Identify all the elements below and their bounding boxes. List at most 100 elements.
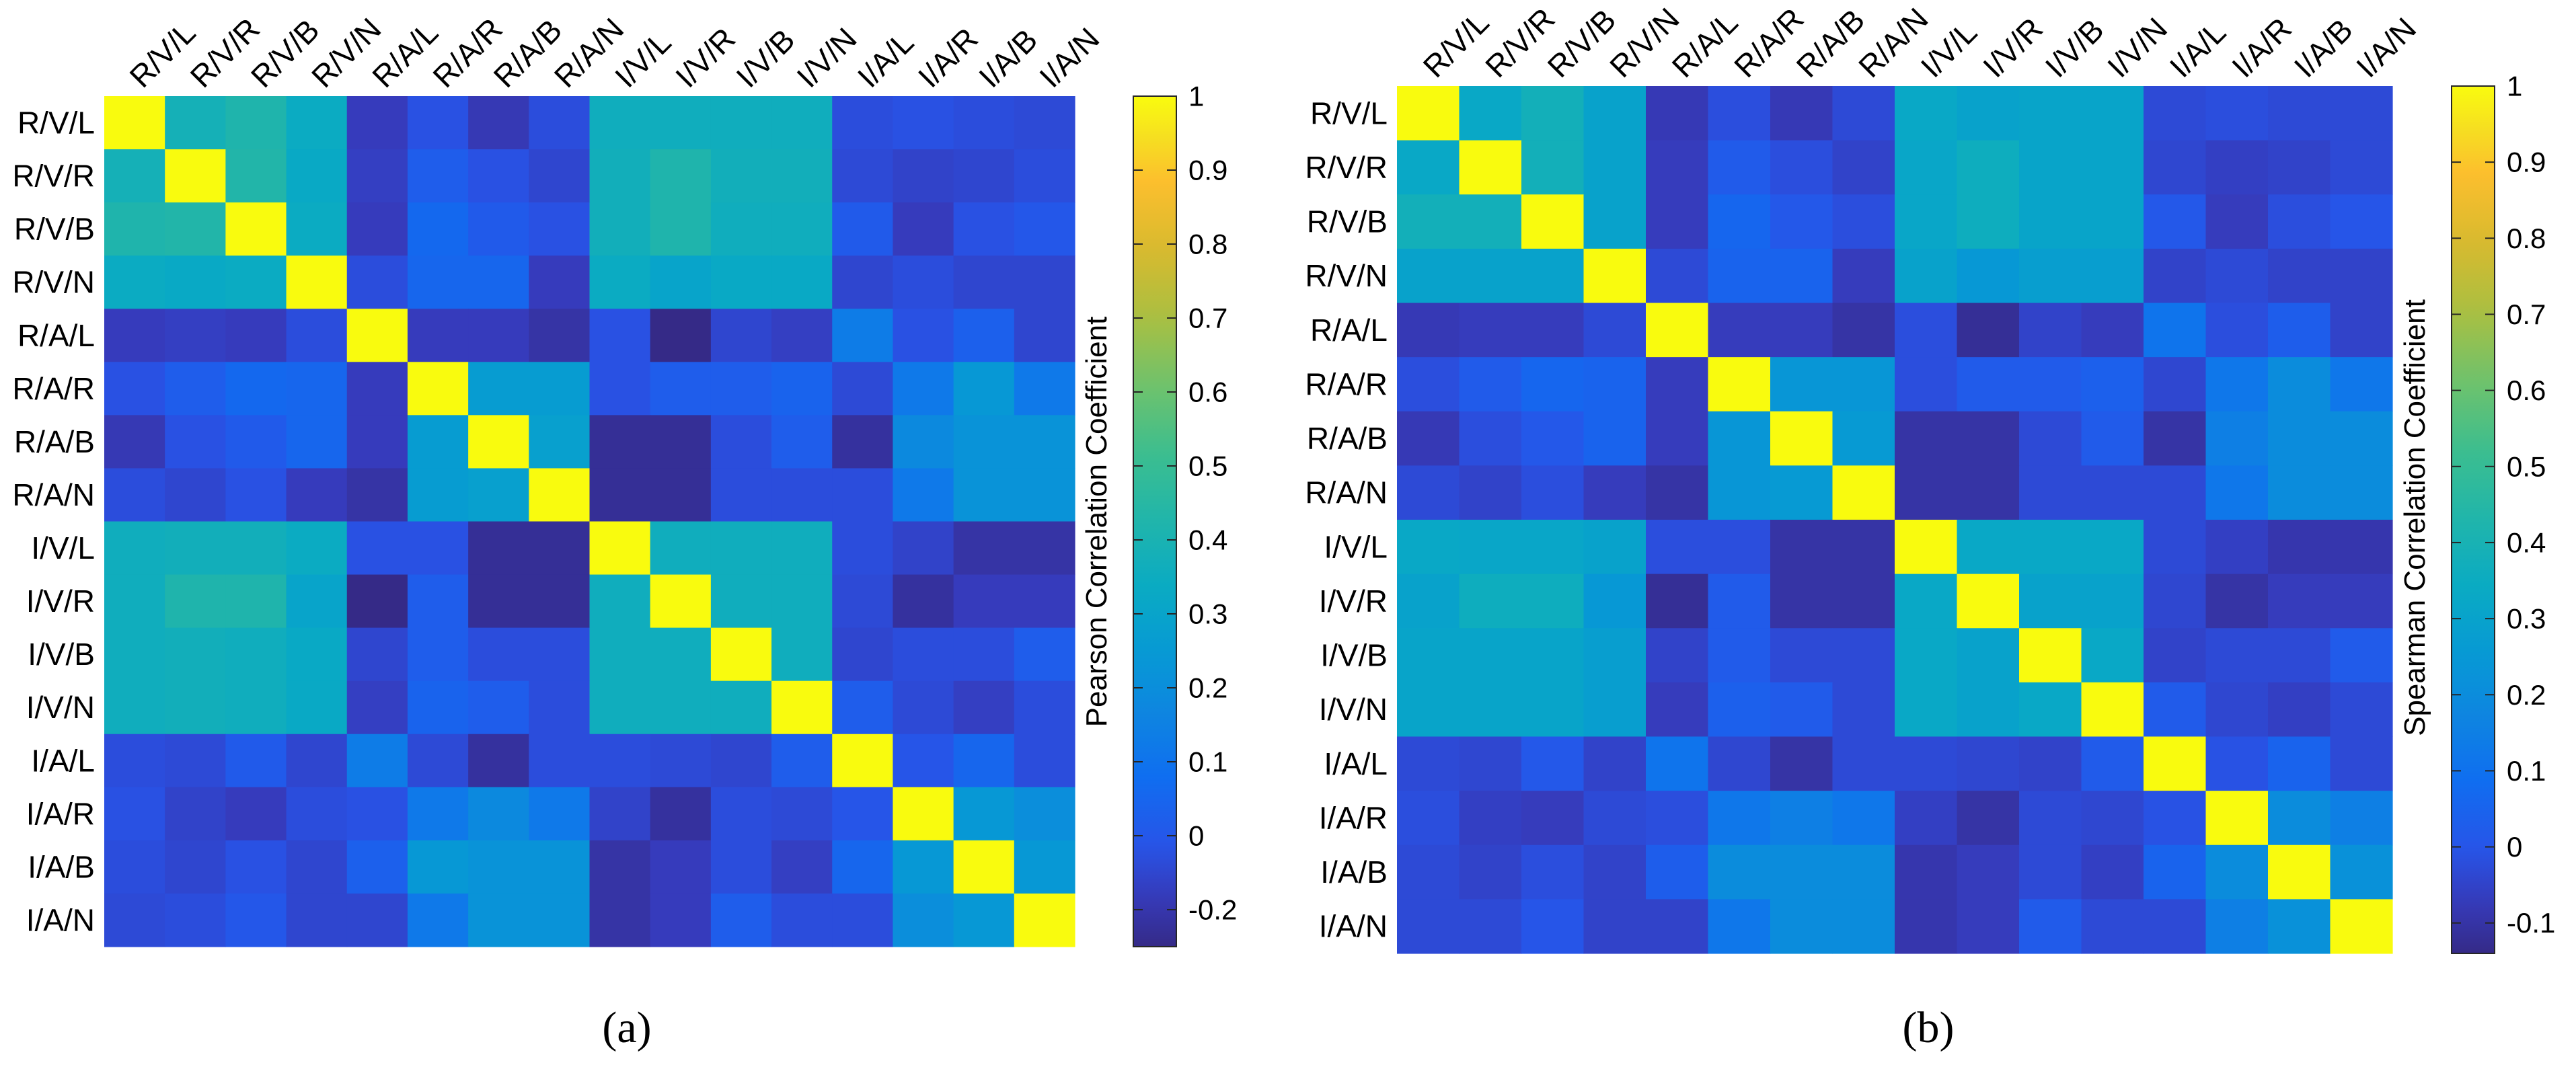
heatmap-cell-14-9 (1957, 844, 2020, 900)
heatmap-cell-15-12 (2144, 899, 2207, 954)
heatmap-cell-9-11 (771, 574, 833, 629)
heatmap-cell-0-12 (2144, 86, 2207, 141)
panel-a-pearson: R/V/LR/V/RR/V/BR/V/NR/A/LR/A/RR/A/BR/A/N… (12, 11, 1237, 1052)
heatmap-cell-5-9 (650, 362, 712, 416)
heatmap-cell-13-1 (1459, 791, 1522, 846)
colorbar-tick-label: 0.9 (2507, 147, 2546, 178)
heatmap-cell-14-10 (710, 840, 772, 894)
heatmap-cell-8-13 (893, 521, 954, 576)
heatmap-cell-11-12 (832, 680, 894, 735)
heatmap-cell-10-14 (2268, 628, 2331, 683)
x-tick-label: I/A/L (851, 24, 921, 94)
heatmap-cell-15-4 (346, 893, 408, 947)
colorbar-tick-label: 0.7 (2507, 299, 2546, 330)
heatmap-cell-3-5 (1708, 248, 1771, 304)
heatmap-cell-14-13 (2205, 844, 2269, 900)
heatmap-cell-11-8 (1895, 682, 1958, 738)
heatmap-cell-5-12 (832, 362, 894, 416)
heatmap-cell-14-11 (771, 840, 833, 894)
heatmap-cell-11-0 (1397, 682, 1460, 738)
heatmap-cell-0-3 (1583, 86, 1646, 141)
heatmap-cell-15-11 (2081, 899, 2144, 954)
heatmap-cell-8-7 (1832, 520, 1895, 575)
heatmap-cell-15-2 (1521, 899, 1585, 954)
heatmap-cell-6-3 (286, 415, 348, 469)
heatmap-cell-15-1 (1459, 899, 1522, 954)
heatmap-cell-15-0 (104, 893, 165, 947)
heatmap-cell-3-2 (1521, 248, 1585, 304)
heatmap-cell-4-13 (2205, 303, 2269, 358)
heatmap-cell-11-13 (2205, 682, 2269, 738)
heatmap-cell-7-2 (1521, 465, 1585, 520)
heatmap-cell-2-11 (2081, 194, 2144, 249)
heatmap-cell-10-14 (953, 627, 1015, 682)
heatmap-cell-14-7 (529, 840, 591, 894)
heatmap-cell-15-15 (2330, 899, 2393, 954)
heatmap-cell-14-8 (589, 840, 651, 894)
heatmap-cell-8-5 (407, 521, 469, 576)
heatmap-cell-4-14 (2268, 303, 2331, 358)
heatmap-cell-8-5 (1708, 520, 1771, 575)
heatmap-cell-13-7 (1832, 791, 1895, 846)
heatmap-cell-14-13 (893, 840, 954, 894)
x-tick-label: I/A/R (2225, 11, 2298, 84)
heatmap-cell-6-4 (346, 415, 408, 469)
heatmap-cell-4-10 (710, 309, 772, 362)
heatmap-cell-9-13 (893, 574, 954, 629)
heatmap-cell-4-8 (1895, 303, 1958, 358)
heatmap-cell-7-13 (893, 468, 954, 522)
heatmap-cell-5-0 (1397, 357, 1460, 412)
heatmap-cell-13-11 (2081, 791, 2144, 846)
heatmap-cell-6-5 (1708, 411, 1771, 466)
heatmap-cell-7-2 (225, 468, 287, 522)
heatmap-cell-12-8 (589, 734, 651, 788)
x-tick-label: I/V/N (2100, 11, 2174, 84)
y-tick-label: I/V/R (1319, 584, 1388, 619)
heatmap-cell-4-2 (1521, 303, 1585, 358)
heatmap-cell-7-14 (2268, 465, 2331, 520)
heatmap-cell-8-13 (2205, 520, 2269, 575)
heatmap-cell-7-7 (529, 468, 591, 522)
heatmap-cell-3-1 (165, 255, 226, 309)
heatmap-cell-7-0 (104, 468, 165, 522)
y-tick-label: I/V/N (1319, 692, 1388, 727)
heatmap-cell-15-0 (1397, 899, 1460, 954)
heatmap-cell-2-10 (2019, 194, 2082, 249)
heatmap-cell-10-8 (1895, 628, 1958, 683)
heatmap-cell-12-12 (2144, 736, 2207, 791)
heatmap-cell-0-15 (1014, 96, 1075, 150)
heatmap-cell-0-9 (1957, 86, 2020, 141)
heatmap-cell-9-3 (286, 574, 348, 629)
heatmap-cell-3-11 (2081, 248, 2144, 304)
heatmap-cell-9-15 (2330, 574, 2393, 629)
heatmap-cell-4-7 (529, 309, 591, 362)
heatmap-cell-1-10 (2019, 140, 2082, 195)
heatmap-cell-0-8 (589, 96, 651, 150)
heatmap-cell-14-12 (832, 840, 894, 894)
heatmap-cell-0-10 (2019, 86, 2082, 141)
heatmap-cell-8-12 (2144, 520, 2207, 575)
heatmap-cell-14-6 (468, 840, 529, 894)
heatmap-cell-5-1 (1459, 357, 1522, 412)
heatmap-cell-15-8 (1895, 899, 1958, 954)
heatmap-cell-1-15 (2330, 140, 2393, 195)
colorbar-tick-label: 0.9 (1188, 155, 1227, 186)
heatmap-cell-15-9 (1957, 899, 2020, 954)
heatmap-cell-3-9 (650, 255, 712, 309)
heatmap-cell-11-8 (589, 680, 651, 735)
heatmap-cell-12-7 (529, 734, 591, 788)
heatmap-cell-13-14 (953, 787, 1015, 841)
heatmap-cells (1397, 86, 2393, 954)
heatmap-cell-0-9 (650, 96, 712, 150)
heatmap-cell-11-1 (165, 680, 226, 735)
heatmap-cell-8-10 (2019, 520, 2082, 575)
heatmap-cell-10-1 (1459, 628, 1522, 683)
y-tick-label: R/A/N (1305, 475, 1388, 510)
y-tick-label: I/A/R (26, 796, 95, 831)
heatmap-cell-5-8 (589, 362, 651, 416)
heatmap-cell-14-15 (2330, 844, 2393, 900)
heatmap-cell-4-7 (1832, 303, 1895, 358)
heatmap-cell-15-11 (771, 893, 833, 947)
heatmap-cell-9-5 (407, 574, 469, 629)
x-tick-label: I/A/N (1032, 21, 1106, 94)
